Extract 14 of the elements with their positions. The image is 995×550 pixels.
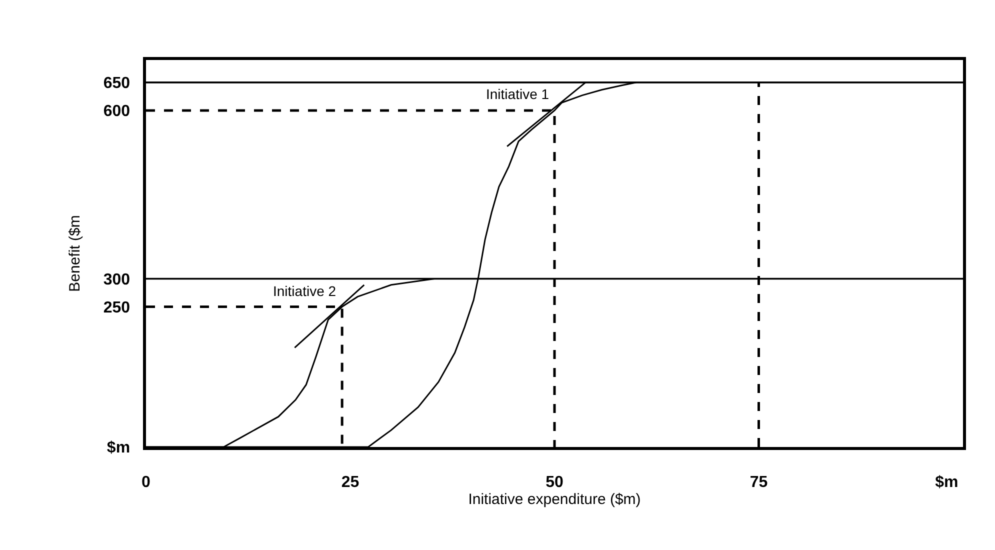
y-tick-label: 300: [103, 271, 130, 288]
x-tick-label: 50: [546, 474, 564, 491]
x-tick-label: 0: [142, 474, 151, 491]
y-tick-label: $m: [106, 440, 130, 457]
y-axis-title: Benefit ($m: [66, 215, 84, 292]
y-tick-label: 650: [103, 75, 130, 92]
x-tick-label: $m: [935, 474, 958, 491]
series-label: Initiative 1: [486, 86, 550, 102]
x-tick-label: 75: [750, 474, 768, 491]
series-label: Initiative 2: [273, 283, 336, 299]
x-tick-label: 25: [341, 474, 360, 491]
y-tick-label: 250: [103, 299, 130, 316]
x-axis-title: Initiative expenditure ($m): [468, 490, 641, 508]
y-tick-label: 600: [103, 103, 130, 120]
